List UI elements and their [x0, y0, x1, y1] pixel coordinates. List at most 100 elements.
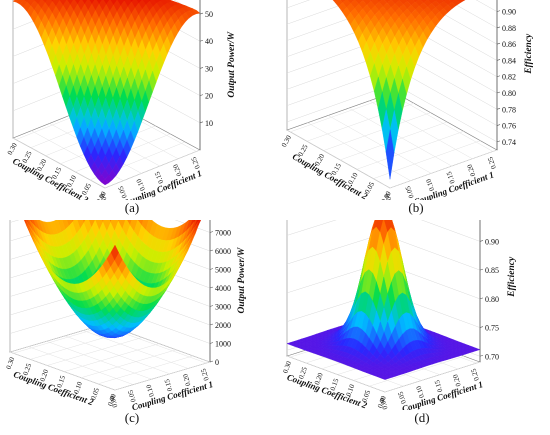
floor-gridline [82, 330, 189, 369]
y-tick-label: 0.00 [376, 394, 388, 409]
z-tick-label: 0.74 [502, 138, 516, 147]
z-tick-label: 0.90 [502, 8, 516, 17]
z-tick [199, 67, 204, 69]
z-gridline [286, 220, 481, 242]
floor-gridline [47, 337, 143, 366]
surface-cell [110, 244, 119, 261]
panel-label-b: (b) [408, 200, 424, 215]
y-tick-label: 0.30 [6, 141, 19, 156]
x-tick-label: 0.00 [98, 192, 110, 200]
floor-gridline [64, 343, 160, 372]
z-tick-label: 0.86 [502, 40, 516, 49]
z-tick [496, 75, 501, 78]
z-tick-label: 0.76 [502, 122, 516, 131]
panel-a: 10 20 30 40 50 Output Power/W 0.00 0.05 0.10 0.15… [0, 0, 275, 220]
z-tick [496, 10, 501, 12]
z-tick [209, 305, 214, 307]
floor-gridline [389, 149, 498, 189]
y-tick-label: 0.20 [313, 371, 325, 386]
surface-cell [385, 129, 395, 180]
z-tick [496, 91, 501, 94]
z-tick-label: 0.75 [485, 324, 499, 333]
y-tick-label: 0.10 [345, 383, 357, 398]
z-tick [479, 354, 484, 357]
z-tick-label: 2000 [215, 321, 231, 330]
floor-gridline [97, 355, 194, 385]
z-tick [199, 94, 204, 96]
z-tick-label: 40 [205, 37, 213, 46]
surface-cell [109, 220, 112, 224]
x-tick-label: 0.15 [433, 379, 444, 394]
x-tick-label: 0.10 [415, 384, 426, 399]
surface-mesh [12, 0, 201, 186]
surface-mesh [286, 220, 481, 380]
y-tick-label: 0.15 [329, 377, 341, 392]
surface-cell [332, 0, 337, 3]
surface-cell [376, 0, 383, 3]
surface-plot-b: 0.740.760.780.800.820.840.860.880.900.92… [280, 0, 534, 200]
x-tick-label: 0.20 [181, 372, 192, 386]
z-tick [496, 124, 501, 126]
z-tick [496, 42, 501, 45]
x-tick-label: 0.20 [465, 163, 477, 178]
z-tick-label: 0.80 [502, 89, 516, 98]
z-tick-label: 7000 [215, 229, 231, 238]
floor-gridline [81, 349, 177, 378]
z-tick [209, 286, 214, 289]
x-tick-label: 0.25 [469, 367, 480, 382]
y-tick-label: 0.25 [21, 362, 33, 377]
z-axis-label: Output Power/W [227, 31, 237, 97]
z-tick-label: 10 [205, 119, 213, 128]
x-tick-label: 0.10 [424, 177, 436, 192]
x-tick-label: 0.15 [445, 170, 457, 185]
surface-mesh [23, 220, 202, 339]
floor-gridline [384, 361, 481, 393]
y-tick-label: 0.05 [360, 389, 372, 404]
z-tick [496, 59, 501, 61]
floor-gridline [369, 355, 465, 387]
z-tick [496, 140, 501, 143]
z-tick-label: 50 [205, 10, 213, 19]
z-tick [479, 326, 484, 328]
z-tick [209, 342, 214, 344]
z-tick-label: 0.80 [485, 295, 499, 304]
z-tick [496, 108, 501, 110]
y-tick-label: 0.10 [72, 380, 84, 395]
z-tick-label: 0.82 [502, 73, 516, 82]
z-tick-label: 6000 [215, 247, 231, 256]
z-tick-label: 3000 [215, 303, 231, 312]
z-tick-label: 0.84 [502, 56, 516, 65]
surface-cell [101, 179, 110, 186]
z-axis-label: Efficiency [524, 33, 534, 75]
y-tick-label: 0.25 [297, 365, 309, 380]
z-tick [209, 360, 214, 363]
z-tick-label: 0.88 [502, 24, 516, 33]
z-tick-label: 0.70 [485, 352, 499, 361]
x-axis-label: Coupling Coefficient 1 [131, 379, 215, 410]
x-tick-label: 0.25 [199, 367, 210, 381]
y-tick-label: 0.00 [106, 392, 118, 407]
z-tick [209, 249, 214, 252]
panel-label-c: (c) [124, 410, 140, 425]
floor-gridline [46, 340, 152, 380]
floor-gridline [348, 107, 452, 167]
floor-gridline [323, 112, 431, 151]
z-tick-label: 1000 [215, 340, 231, 349]
panel-d: 0.70 0.75 0.80 0.85 0.90 Efficiency 0.00 0.05 0.… [275, 220, 550, 435]
z-gridline [286, 0, 498, 45]
y-tick-label: 0.30 [5, 356, 17, 371]
x-tick-label: 0.00 [383, 192, 395, 200]
x-tick-label: 0.00 [378, 396, 389, 410]
z-tick [199, 12, 204, 15]
floor-gridline [328, 115, 432, 174]
surface-cell [129, 0, 134, 3]
y-tick-label: 0.00 [95, 190, 108, 200]
floor-gridline [9, 351, 116, 391]
y-tick-label: 0.15 [55, 374, 67, 389]
x-tick-label: 0.05 [126, 389, 137, 403]
x-tick-label: 0.20 [451, 373, 462, 388]
floor-gridline [28, 346, 134, 385]
surface-cell [441, 0, 447, 2]
